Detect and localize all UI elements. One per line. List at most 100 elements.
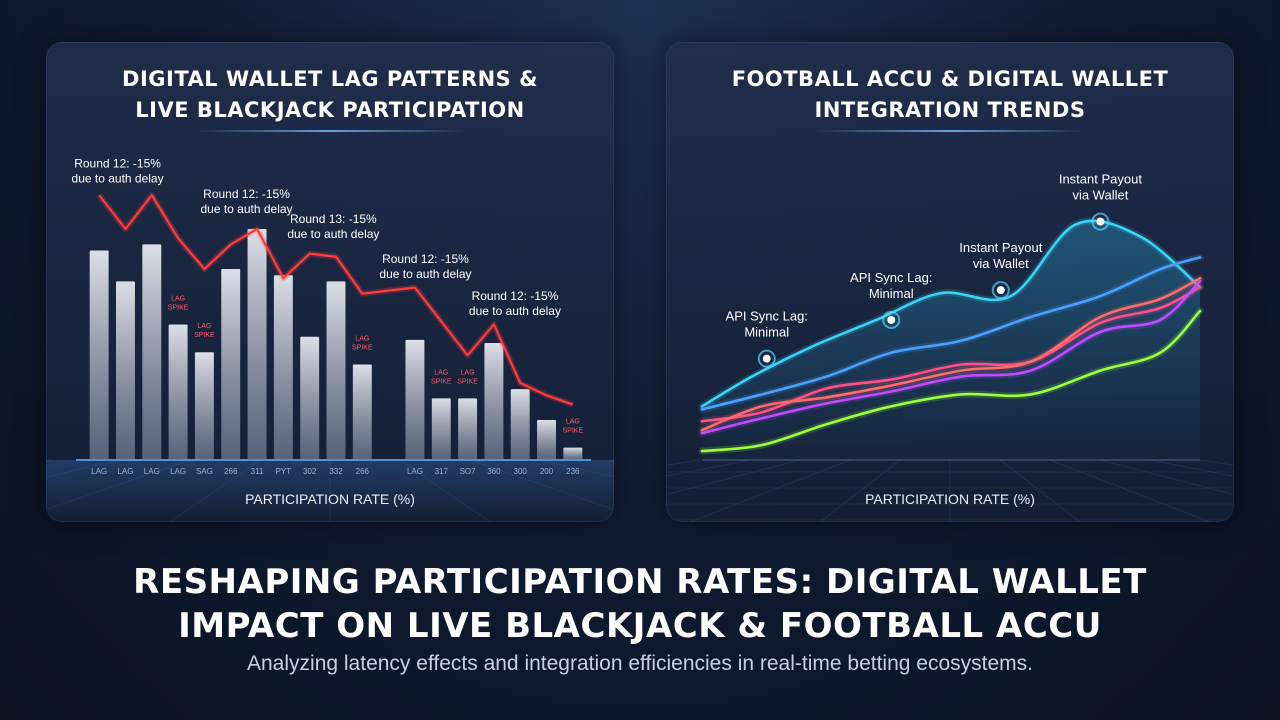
floor-grid-line (1149, 459, 1234, 477)
bar (116, 281, 135, 460)
x-tick-label: SO7 (460, 467, 477, 476)
x-tick-label: PYT (276, 467, 292, 476)
x-tick-label: 311 (251, 467, 264, 476)
floor-grid-line (689, 459, 851, 522)
x-axis-label: PARTICIPATION RATE (%) (865, 491, 1035, 507)
floor-grid-line (666, 459, 751, 477)
x-tick-label: LAG (117, 467, 133, 476)
x-tick-label: LAG (170, 467, 186, 476)
lag-spike-label: LAG (434, 369, 448, 376)
marker-dot (1096, 217, 1105, 226)
page-subtitle: Analyzing latency effects and integratio… (247, 652, 1033, 675)
marker-dot (762, 354, 771, 363)
series-area (702, 220, 1200, 460)
floor-grid-line (46, 459, 121, 478)
floor-grid-line (539, 459, 614, 478)
blackjack-bar-line-chart: LAG LAG LAG LAG SAG 266 311 PYT 302 332 266 LAG 317 S… (46, 156, 614, 522)
round-annotation: Round 12: -15% (472, 289, 559, 303)
x-tick-label: LAG (144, 467, 160, 476)
bar (431, 398, 451, 460)
bar (247, 229, 267, 460)
lag-spike-label: SPIKE (168, 304, 189, 311)
x-tick-label: 317 (435, 467, 449, 476)
bar (300, 336, 320, 460)
marker-ring (991, 281, 1010, 300)
floor-grid-line (666, 459, 801, 496)
round-annotation: due to auth delay (469, 304, 561, 318)
marker-annotation: via Wallet (1072, 188, 1128, 203)
page-title: RESHAPING PARTICIPATION RATES: DIGITAL W… (133, 562, 1147, 646)
bar (510, 389, 530, 460)
round-annotation: due to auth delay (379, 267, 471, 281)
lag-spike-label: LAG (197, 323, 211, 330)
title-divider (196, 130, 464, 132)
round-annotation: Round 12: -15% (74, 156, 161, 170)
floor-grid-line (819, 459, 901, 522)
lag-spike-label: SPIKE (431, 378, 452, 385)
lag-spike-label: SPIKE (457, 378, 478, 385)
lag-spike-label: SPIKE (563, 428, 584, 435)
round-annotation: Round 12: -15% (203, 187, 290, 201)
bar (563, 447, 583, 460)
x-tick-label: SAG (196, 467, 213, 476)
marker-ring (882, 310, 901, 329)
lag-line (98, 194, 574, 406)
marker-annotation: API Sync Lag: (726, 309, 808, 324)
marker-annotation: Minimal (744, 325, 789, 340)
lag-spike-label: LAG (355, 336, 369, 343)
round-annotation: Round 12: -15% (382, 252, 469, 266)
bar (484, 342, 504, 460)
marker-ring (1091, 212, 1110, 231)
lag-spike-label: LAG (171, 295, 185, 302)
bar (221, 269, 241, 460)
floor-grid-line (469, 459, 614, 511)
x-tick-label: 360 (487, 467, 501, 476)
lag-spike-label: SPIKE (194, 332, 215, 339)
bar (89, 250, 109, 460)
series-line (700, 279, 1202, 435)
marker-annotation: Minimal (869, 286, 914, 301)
bar (537, 419, 556, 460)
lag-spike-label: SPIKE (352, 345, 373, 352)
marker-ring (757, 349, 776, 368)
x-tick-label: 300 (514, 467, 528, 476)
lag-patterns-title: DIGITAL WALLET LAG PATTERNS & LIVE BLACK… (122, 67, 538, 122)
series-line (700, 256, 1202, 411)
series-line (700, 285, 1202, 423)
marker-dot (887, 315, 896, 324)
x-tick-label: 266 (356, 467, 370, 476)
x-tick-label: LAG (91, 467, 107, 476)
series-line (700, 219, 1202, 408)
series-line (700, 276, 1202, 432)
x-tick-label: 200 (540, 467, 554, 476)
floor-grid-line (46, 459, 191, 511)
marker-annotation: via Wallet (973, 256, 1029, 271)
bar (458, 398, 478, 460)
title-divider (816, 130, 1084, 132)
round-annotation: due to auth delay (72, 171, 164, 185)
floor-grid-line (1049, 459, 1211, 522)
floor-grid-line (999, 459, 1081, 522)
x-tick-label: 266 (224, 467, 238, 476)
marker-dot (996, 286, 1005, 295)
round-annotation: due to auth delay (200, 202, 292, 216)
floor-grid-line (1099, 459, 1234, 496)
bar (405, 339, 425, 460)
integration-trends-title: FOOTBALL ACCU & DIGITAL WALLET INTEGRATI… (731, 67, 1169, 122)
x-tick-label: 236 (566, 467, 580, 476)
floor-glow (46, 460, 614, 520)
x-tick-label: 332 (329, 467, 343, 476)
bar (168, 324, 188, 460)
marker-annotation: Instant Payout (1059, 172, 1142, 187)
bar (142, 244, 162, 460)
bar (352, 364, 372, 460)
x-axis-label: PARTICIPATION RATE (%) (245, 491, 415, 507)
floor-grid-line (169, 459, 261, 522)
marker-annotation: Instant Payout (959, 240, 1042, 255)
integration-trends-panel: FOOTBALL ACCU & DIGITAL WALLET INTEGRATI… (666, 42, 1234, 522)
lag-spike-label: LAG (566, 419, 580, 426)
lag-patterns-panel: DIGITAL WALLET LAG PATTERNS & LIVE BLACK… (46, 42, 614, 522)
series-line (700, 309, 1202, 453)
round-annotation: due to auth delay (287, 227, 379, 241)
